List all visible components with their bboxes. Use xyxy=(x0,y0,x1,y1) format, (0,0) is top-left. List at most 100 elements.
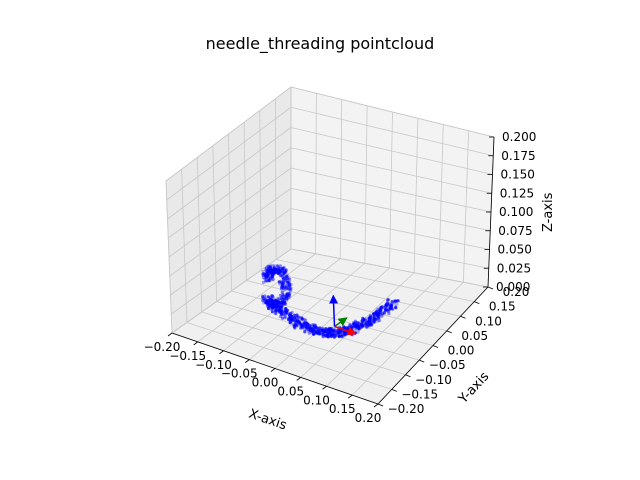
cloud-point xyxy=(377,311,381,315)
cloud-point xyxy=(312,326,317,330)
cloud-point xyxy=(281,309,285,313)
y-tick-label: −0.20 xyxy=(388,402,425,416)
cloud-point xyxy=(355,325,359,329)
cloud-point xyxy=(261,280,265,284)
x-tick xyxy=(270,368,276,372)
cloud-point xyxy=(284,294,289,298)
cloud-point xyxy=(284,295,288,299)
cloud-point xyxy=(276,266,280,270)
cloud-point xyxy=(289,286,293,290)
cloud-point xyxy=(275,298,279,302)
x-tick-label: −0.10 xyxy=(195,358,232,372)
cloud-point xyxy=(289,288,293,292)
cloud-point xyxy=(363,317,368,321)
cloud-point xyxy=(272,266,276,270)
frame-y-arrow xyxy=(334,317,348,328)
cloud-point xyxy=(306,323,310,327)
cloud-point xyxy=(334,332,338,336)
cloud-point xyxy=(283,278,287,283)
cloud-point xyxy=(280,285,284,290)
cloud-point xyxy=(271,271,275,275)
grid-line-x-wall xyxy=(462,130,470,283)
cloud-point xyxy=(326,335,330,339)
x-tick-label: −0.20 xyxy=(144,340,181,354)
cloud-point xyxy=(292,316,296,321)
cloud-point xyxy=(289,311,293,315)
cloud-point xyxy=(273,298,277,302)
z-tick-label: 0.000 xyxy=(496,280,530,294)
cloud-point xyxy=(287,277,291,281)
cloud-point xyxy=(282,271,286,276)
cloud-point xyxy=(268,265,272,269)
cloud-point xyxy=(324,327,328,331)
cloud-point xyxy=(283,316,287,320)
cloud-point xyxy=(387,312,391,316)
cloud-point xyxy=(281,276,285,280)
cloud-point xyxy=(280,284,284,289)
x-tick-label: −0.15 xyxy=(169,349,206,363)
cloud-point xyxy=(286,317,291,322)
cloud-point xyxy=(372,315,376,319)
cloud-point xyxy=(284,275,288,279)
cloud-point xyxy=(375,307,379,311)
cloud-point xyxy=(270,274,275,279)
cloud-point xyxy=(282,298,286,303)
cloud-point xyxy=(288,287,292,291)
frame-z-arrow xyxy=(329,294,339,327)
cloud-point xyxy=(271,263,275,267)
x-tick xyxy=(296,377,301,381)
cloud-point xyxy=(318,326,322,330)
grid-line-z xyxy=(168,147,292,239)
z-tick-label: 0.200 xyxy=(502,130,536,144)
cloud-point xyxy=(373,317,377,321)
cloud-point xyxy=(288,286,292,290)
cloud-point xyxy=(278,293,283,297)
z-tick-label: 0.025 xyxy=(497,261,531,275)
cloud-point xyxy=(387,302,391,306)
x-tick-label: 0.10 xyxy=(303,393,330,407)
cloud-point xyxy=(275,305,279,309)
cloud-point xyxy=(280,279,285,284)
cloud-point xyxy=(287,284,291,288)
x-tick-label: 0.05 xyxy=(277,384,304,398)
cloud-point xyxy=(287,318,291,322)
cloud-point xyxy=(286,273,290,278)
x-tick xyxy=(219,350,224,355)
cloud-point xyxy=(275,296,280,300)
cloud-point xyxy=(269,264,273,268)
cloud-point xyxy=(294,321,298,325)
y-tick xyxy=(446,330,452,334)
cloud-point xyxy=(302,322,306,326)
z-tick-label: 0.150 xyxy=(501,168,535,182)
cloud-point xyxy=(283,288,287,292)
cloud-point xyxy=(340,330,344,334)
cloud-point xyxy=(282,265,286,269)
cloud-point xyxy=(270,303,275,307)
cloud-point xyxy=(283,276,287,280)
z-tick-label: 0.075 xyxy=(498,224,532,238)
cloud-point xyxy=(279,301,283,305)
cloud-point xyxy=(377,318,381,323)
cloud-point xyxy=(267,277,271,281)
cloud-point xyxy=(313,323,317,327)
cloud-point xyxy=(336,328,340,332)
y-tick-label: 0.10 xyxy=(475,314,502,328)
z-tick-label: 0.100 xyxy=(499,205,533,219)
cloud-point xyxy=(368,314,373,318)
cloud-point xyxy=(281,292,285,296)
cloud-point xyxy=(376,316,380,320)
cloud-point xyxy=(290,310,294,314)
cloud-point xyxy=(375,309,379,313)
y-tick xyxy=(487,286,494,290)
cloud-point xyxy=(303,318,307,322)
cloud-point xyxy=(290,315,294,319)
cloud-point xyxy=(276,303,280,307)
cloud-point xyxy=(266,295,270,299)
cloud-point xyxy=(342,333,346,337)
grid-line-x-wall xyxy=(438,124,444,278)
cloud-point xyxy=(390,300,394,304)
cloud-point xyxy=(266,299,270,303)
cloud-point xyxy=(271,294,275,298)
cloud-point xyxy=(361,316,365,320)
cloud-point xyxy=(285,298,289,302)
